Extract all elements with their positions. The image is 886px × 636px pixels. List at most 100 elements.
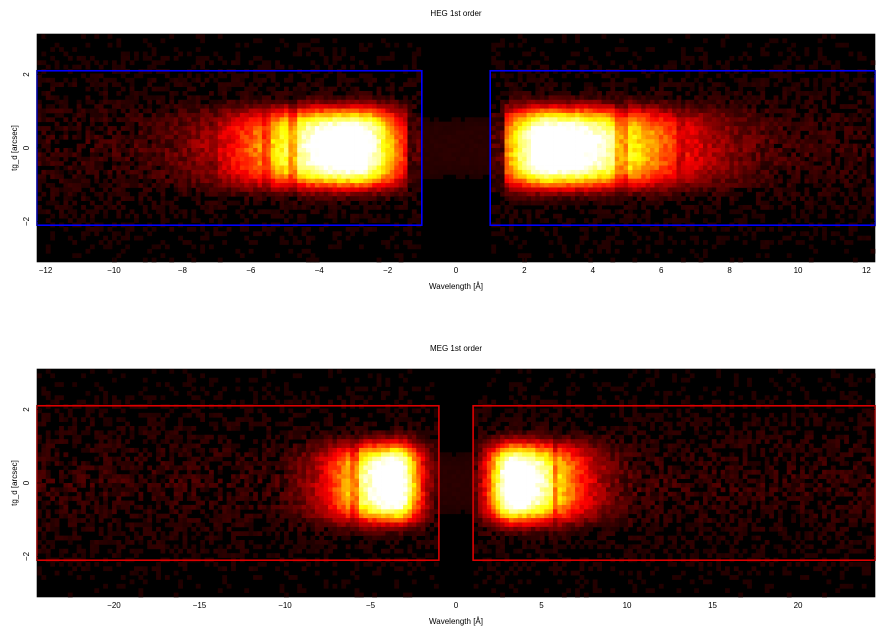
heatmap-cell xyxy=(583,253,589,259)
heatmap-cell xyxy=(720,183,726,188)
heatmap-cell xyxy=(213,213,219,219)
heatmap-cell xyxy=(213,112,219,118)
heatmap-cell xyxy=(160,200,166,206)
heatmap-cell xyxy=(341,104,347,109)
heatmap-cell xyxy=(764,187,770,193)
heatmap-cell xyxy=(747,112,752,118)
heatmap-cell xyxy=(239,152,245,158)
heatmap-cell xyxy=(760,178,766,184)
heatmap-cell xyxy=(755,126,761,131)
heatmap-cell xyxy=(389,95,395,101)
heatmap-cell xyxy=(680,126,686,131)
heatmap-cell xyxy=(429,161,435,166)
heatmap-cell xyxy=(478,148,483,153)
heatmap-cell xyxy=(676,86,682,92)
heatmap-cell xyxy=(76,104,82,109)
heatmap-cell xyxy=(667,139,673,145)
heatmap-cell xyxy=(526,112,532,118)
heatmap-cell xyxy=(588,156,594,162)
heatmap-cell xyxy=(583,130,589,136)
heatmap-cell xyxy=(751,213,757,219)
heatmap-cell xyxy=(619,91,624,96)
heatmap-cell xyxy=(147,82,153,88)
heatmap-cell xyxy=(583,187,589,193)
heatmap-cell xyxy=(786,77,792,83)
heatmap-cell xyxy=(482,117,488,123)
heatmap-cell xyxy=(72,64,78,70)
heatmap-cell xyxy=(764,183,770,188)
heatmap-cell xyxy=(619,240,624,245)
heatmap-cell xyxy=(636,95,642,101)
heatmap-cell xyxy=(186,95,192,101)
heatmap-cell xyxy=(94,143,100,149)
heatmap-cell xyxy=(151,130,157,136)
heatmap-cell xyxy=(94,178,100,184)
heatmap-cell xyxy=(447,148,452,153)
heatmap-cell xyxy=(111,99,117,105)
heatmap-cell xyxy=(125,156,131,162)
heatmap-cell xyxy=(407,143,413,149)
heatmap-cell xyxy=(777,205,783,210)
heatmap-cell xyxy=(222,73,228,79)
heatmap-cell xyxy=(98,183,104,188)
heatmap-cell xyxy=(217,231,223,237)
heatmap-cell xyxy=(270,86,276,92)
heatmap-cell xyxy=(367,169,373,175)
heatmap-cell xyxy=(275,165,280,171)
heatmap-cell xyxy=(54,200,60,206)
heatmap-cell xyxy=(191,169,197,175)
heatmap-cell xyxy=(592,95,598,101)
heatmap-cell xyxy=(67,196,73,202)
heatmap-cell xyxy=(729,161,735,166)
heatmap-cell xyxy=(654,139,660,145)
heatmap-cell xyxy=(654,95,660,101)
heatmap-cell xyxy=(385,143,391,149)
heatmap-cell xyxy=(160,169,166,175)
heatmap-cell xyxy=(306,165,311,171)
heatmap-cell xyxy=(257,165,263,171)
heatmap-cell xyxy=(301,148,307,153)
heatmap-cell xyxy=(231,108,236,114)
heatmap-cell xyxy=(623,121,629,127)
heatmap-cell xyxy=(672,165,677,171)
heatmap-cell xyxy=(416,169,422,175)
heatmap-cell xyxy=(561,200,567,206)
heatmap-cell xyxy=(381,130,386,136)
heatmap-cell xyxy=(376,117,382,123)
heatmap-cell xyxy=(345,187,351,193)
heatmap-cell xyxy=(314,191,320,197)
heatmap-cell xyxy=(45,248,51,254)
heatmap-cell xyxy=(553,139,558,145)
heatmap-cell xyxy=(482,139,488,145)
heatmap-cell xyxy=(610,200,616,206)
heatmap-cell xyxy=(376,121,382,127)
heatmap-cell xyxy=(142,38,148,44)
heatmap-cell xyxy=(169,91,175,96)
heatmap-cell xyxy=(182,187,188,193)
heatmap-cell xyxy=(209,205,214,210)
heatmap-cell xyxy=(557,169,563,175)
heatmap-cell xyxy=(588,248,594,254)
heatmap-cell xyxy=(553,117,558,123)
heatmap-cell xyxy=(592,226,598,232)
heatmap-cell xyxy=(777,51,783,57)
heatmap-cell xyxy=(76,174,82,180)
heatmap-cell xyxy=(204,156,210,162)
heatmap-cell xyxy=(632,174,638,180)
heatmap-cell xyxy=(795,134,801,140)
heatmap-cell xyxy=(288,183,294,188)
heatmap-cell xyxy=(491,112,497,118)
heatmap-cell xyxy=(539,183,545,188)
heatmap-cell xyxy=(111,104,117,109)
heatmap-cell xyxy=(164,244,170,250)
heatmap-cell xyxy=(522,161,527,166)
heatmap-cell xyxy=(711,226,717,232)
heatmap-cell xyxy=(442,169,448,175)
heatmap-cell xyxy=(694,139,699,145)
heatmap-cell xyxy=(191,77,197,83)
heatmap-cell xyxy=(138,156,144,162)
heatmap-cell xyxy=(160,104,166,109)
heatmap-cell xyxy=(222,82,228,88)
heatmap-cell xyxy=(204,148,210,153)
heatmap-cell xyxy=(654,196,660,202)
